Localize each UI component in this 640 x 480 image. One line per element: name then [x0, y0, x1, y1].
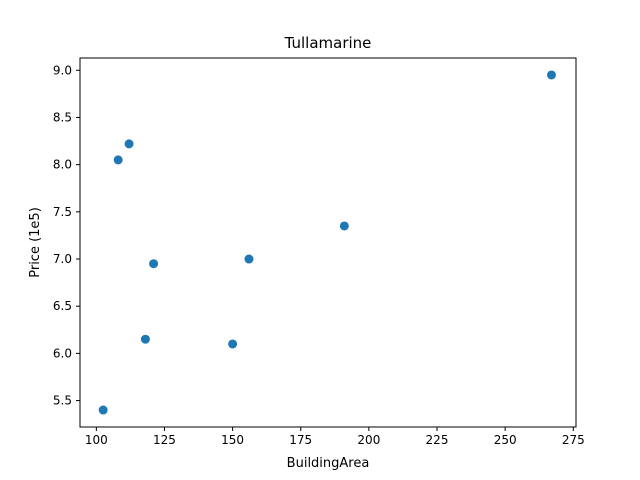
- x-tick-label: 275: [562, 433, 585, 447]
- chart-title: Tullamarine: [284, 34, 372, 52]
- data-point: [124, 139, 134, 149]
- y-tick-label: 8.5: [53, 110, 72, 124]
- x-tick-label: 225: [426, 433, 449, 447]
- data-points: [98, 70, 556, 415]
- plot-frame: [79, 57, 577, 428]
- data-point: [149, 259, 159, 269]
- x-tick-label: 150: [221, 433, 244, 447]
- y-axis-ticks: 5.5 6.0 6.5 7.0 7.5 8.0 8.5 9.0: [53, 63, 80, 408]
- x-axis-ticks: 100 125 150 175 200 225 250 275: [85, 427, 585, 447]
- y-tick-label: 9.0: [53, 63, 72, 77]
- data-point: [244, 254, 254, 264]
- y-axis-title: Price (1e5): [28, 207, 43, 278]
- data-point: [98, 405, 108, 415]
- y-tick-label: 8.0: [53, 158, 72, 172]
- plot-background: [80, 58, 576, 427]
- data-point: [140, 334, 150, 344]
- data-point: [113, 155, 123, 165]
- x-axis-title: BuildingArea: [287, 456, 370, 471]
- y-tick-label: 7.5: [53, 205, 72, 219]
- x-tick-label: 200: [357, 433, 380, 447]
- plot-area: [80, 58, 576, 427]
- x-tick-label: 125: [153, 433, 176, 447]
- y-tick-label: 6.0: [53, 346, 72, 360]
- x-tick-label: 100: [85, 433, 108, 447]
- x-tick-label: 250: [494, 433, 517, 447]
- y-tick-label: 6.5: [53, 299, 72, 313]
- data-point: [546, 70, 556, 80]
- data-point: [339, 221, 349, 231]
- data-point: [228, 339, 238, 349]
- x-tick-label: 175: [289, 433, 312, 447]
- y-tick-label: 7.0: [53, 252, 72, 266]
- y-tick-label: 5.5: [53, 394, 72, 408]
